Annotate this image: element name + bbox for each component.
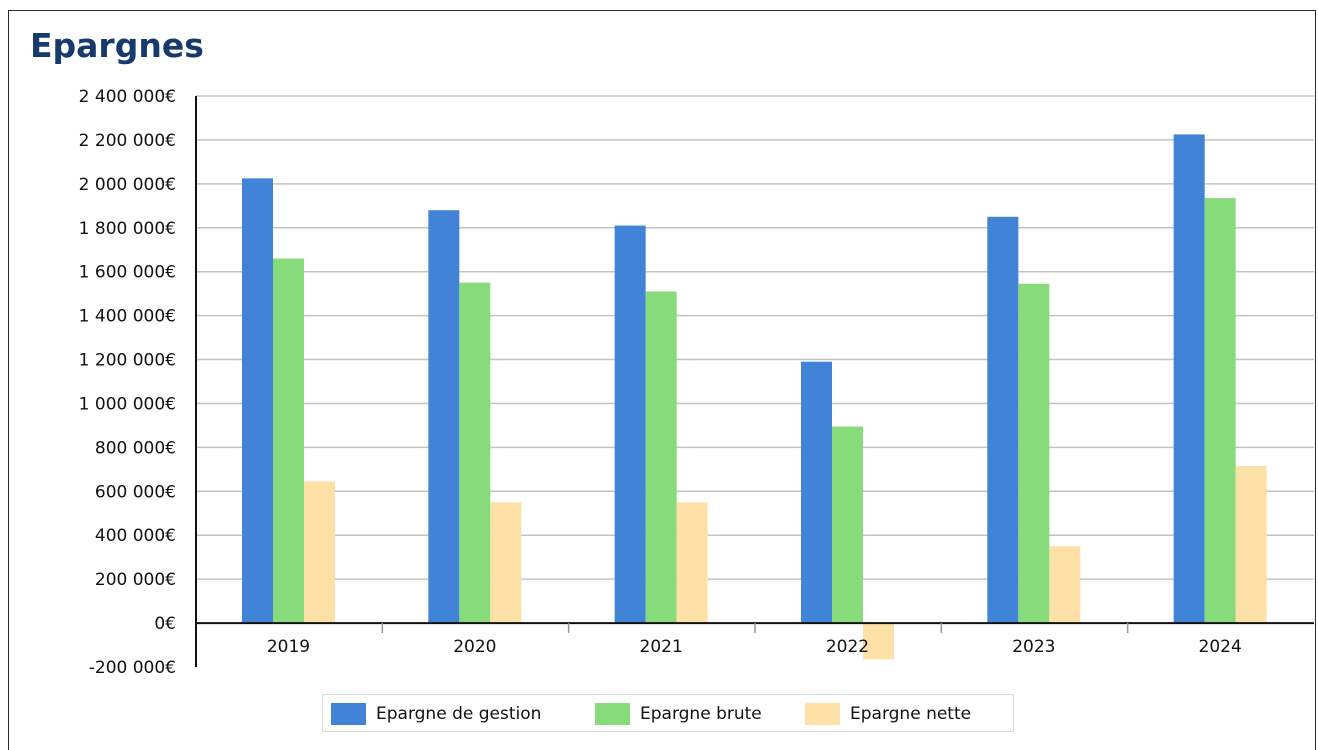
x-tick-label: 2022 bbox=[826, 637, 869, 657]
bar bbox=[304, 481, 335, 624]
y-tick-label: 2 200 000€ bbox=[79, 131, 176, 151]
y-tick-label: 0€ bbox=[154, 614, 176, 634]
bar bbox=[1204, 198, 1236, 624]
legend-swatch bbox=[595, 703, 630, 725]
axes bbox=[195, 96, 1314, 667]
bar bbox=[459, 282, 491, 624]
legend-swatch bbox=[331, 703, 366, 725]
bars bbox=[242, 134, 1267, 660]
chart-frame bbox=[8, 10, 1316, 750]
y-tick-label: 1 000 000€ bbox=[79, 394, 176, 414]
x-tick-label: 2023 bbox=[1012, 637, 1055, 657]
legend-label: Epargne de gestion bbox=[376, 704, 542, 724]
bar bbox=[614, 225, 646, 624]
y-tick-label: 2 400 000€ bbox=[79, 87, 176, 107]
bar bbox=[645, 291, 677, 624]
bar bbox=[1049, 546, 1081, 624]
bar bbox=[1018, 283, 1050, 624]
legend-label: Epargne brute bbox=[640, 704, 762, 724]
gridlines bbox=[196, 95, 1314, 580]
y-tick-label: -200 000€ bbox=[89, 658, 176, 678]
bar bbox=[273, 258, 304, 624]
bar bbox=[428, 210, 460, 624]
bar bbox=[1235, 466, 1267, 624]
y-tick-label: 1 400 000€ bbox=[79, 307, 176, 327]
y-tick-label: 800 000€ bbox=[95, 438, 176, 458]
legend-label: Epargne nette bbox=[850, 704, 972, 724]
y-tick-label: 1 600 000€ bbox=[79, 263, 176, 283]
bar bbox=[490, 502, 522, 624]
x-tick-label: 2024 bbox=[1199, 637, 1242, 657]
y-tick-label: 1 800 000€ bbox=[79, 219, 176, 239]
page-title: Epargnes bbox=[30, 26, 204, 65]
x-tick-labels: 2019 2020 2021 2022 2023 2024 bbox=[267, 637, 1242, 657]
bar bbox=[1173, 134, 1205, 624]
legend-swatch bbox=[805, 703, 840, 725]
x-tick-label: 2019 bbox=[267, 637, 310, 657]
y-tick-label: 600 000€ bbox=[95, 482, 176, 502]
y-tick-labels: 2 400 000€ 2 200 000€ 2 000 000€ 1 800 000€… bbox=[79, 87, 176, 678]
bar bbox=[832, 426, 863, 624]
bar bbox=[863, 623, 894, 660]
x-tick-label: 2021 bbox=[640, 637, 683, 657]
y-tick-label: 2 000 000€ bbox=[79, 175, 176, 195]
bar bbox=[801, 361, 832, 624]
y-tick-label: 400 000€ bbox=[95, 526, 176, 546]
bar bbox=[676, 502, 708, 624]
y-tick-label: 1 200 000€ bbox=[79, 351, 176, 371]
bar bbox=[242, 178, 273, 624]
bar bbox=[987, 216, 1019, 624]
y-tick-label: 200 000€ bbox=[95, 570, 176, 590]
legend: Epargne de gestion Epargne brute Epargne… bbox=[322, 694, 1014, 732]
x-tick-label: 2020 bbox=[453, 637, 496, 657]
